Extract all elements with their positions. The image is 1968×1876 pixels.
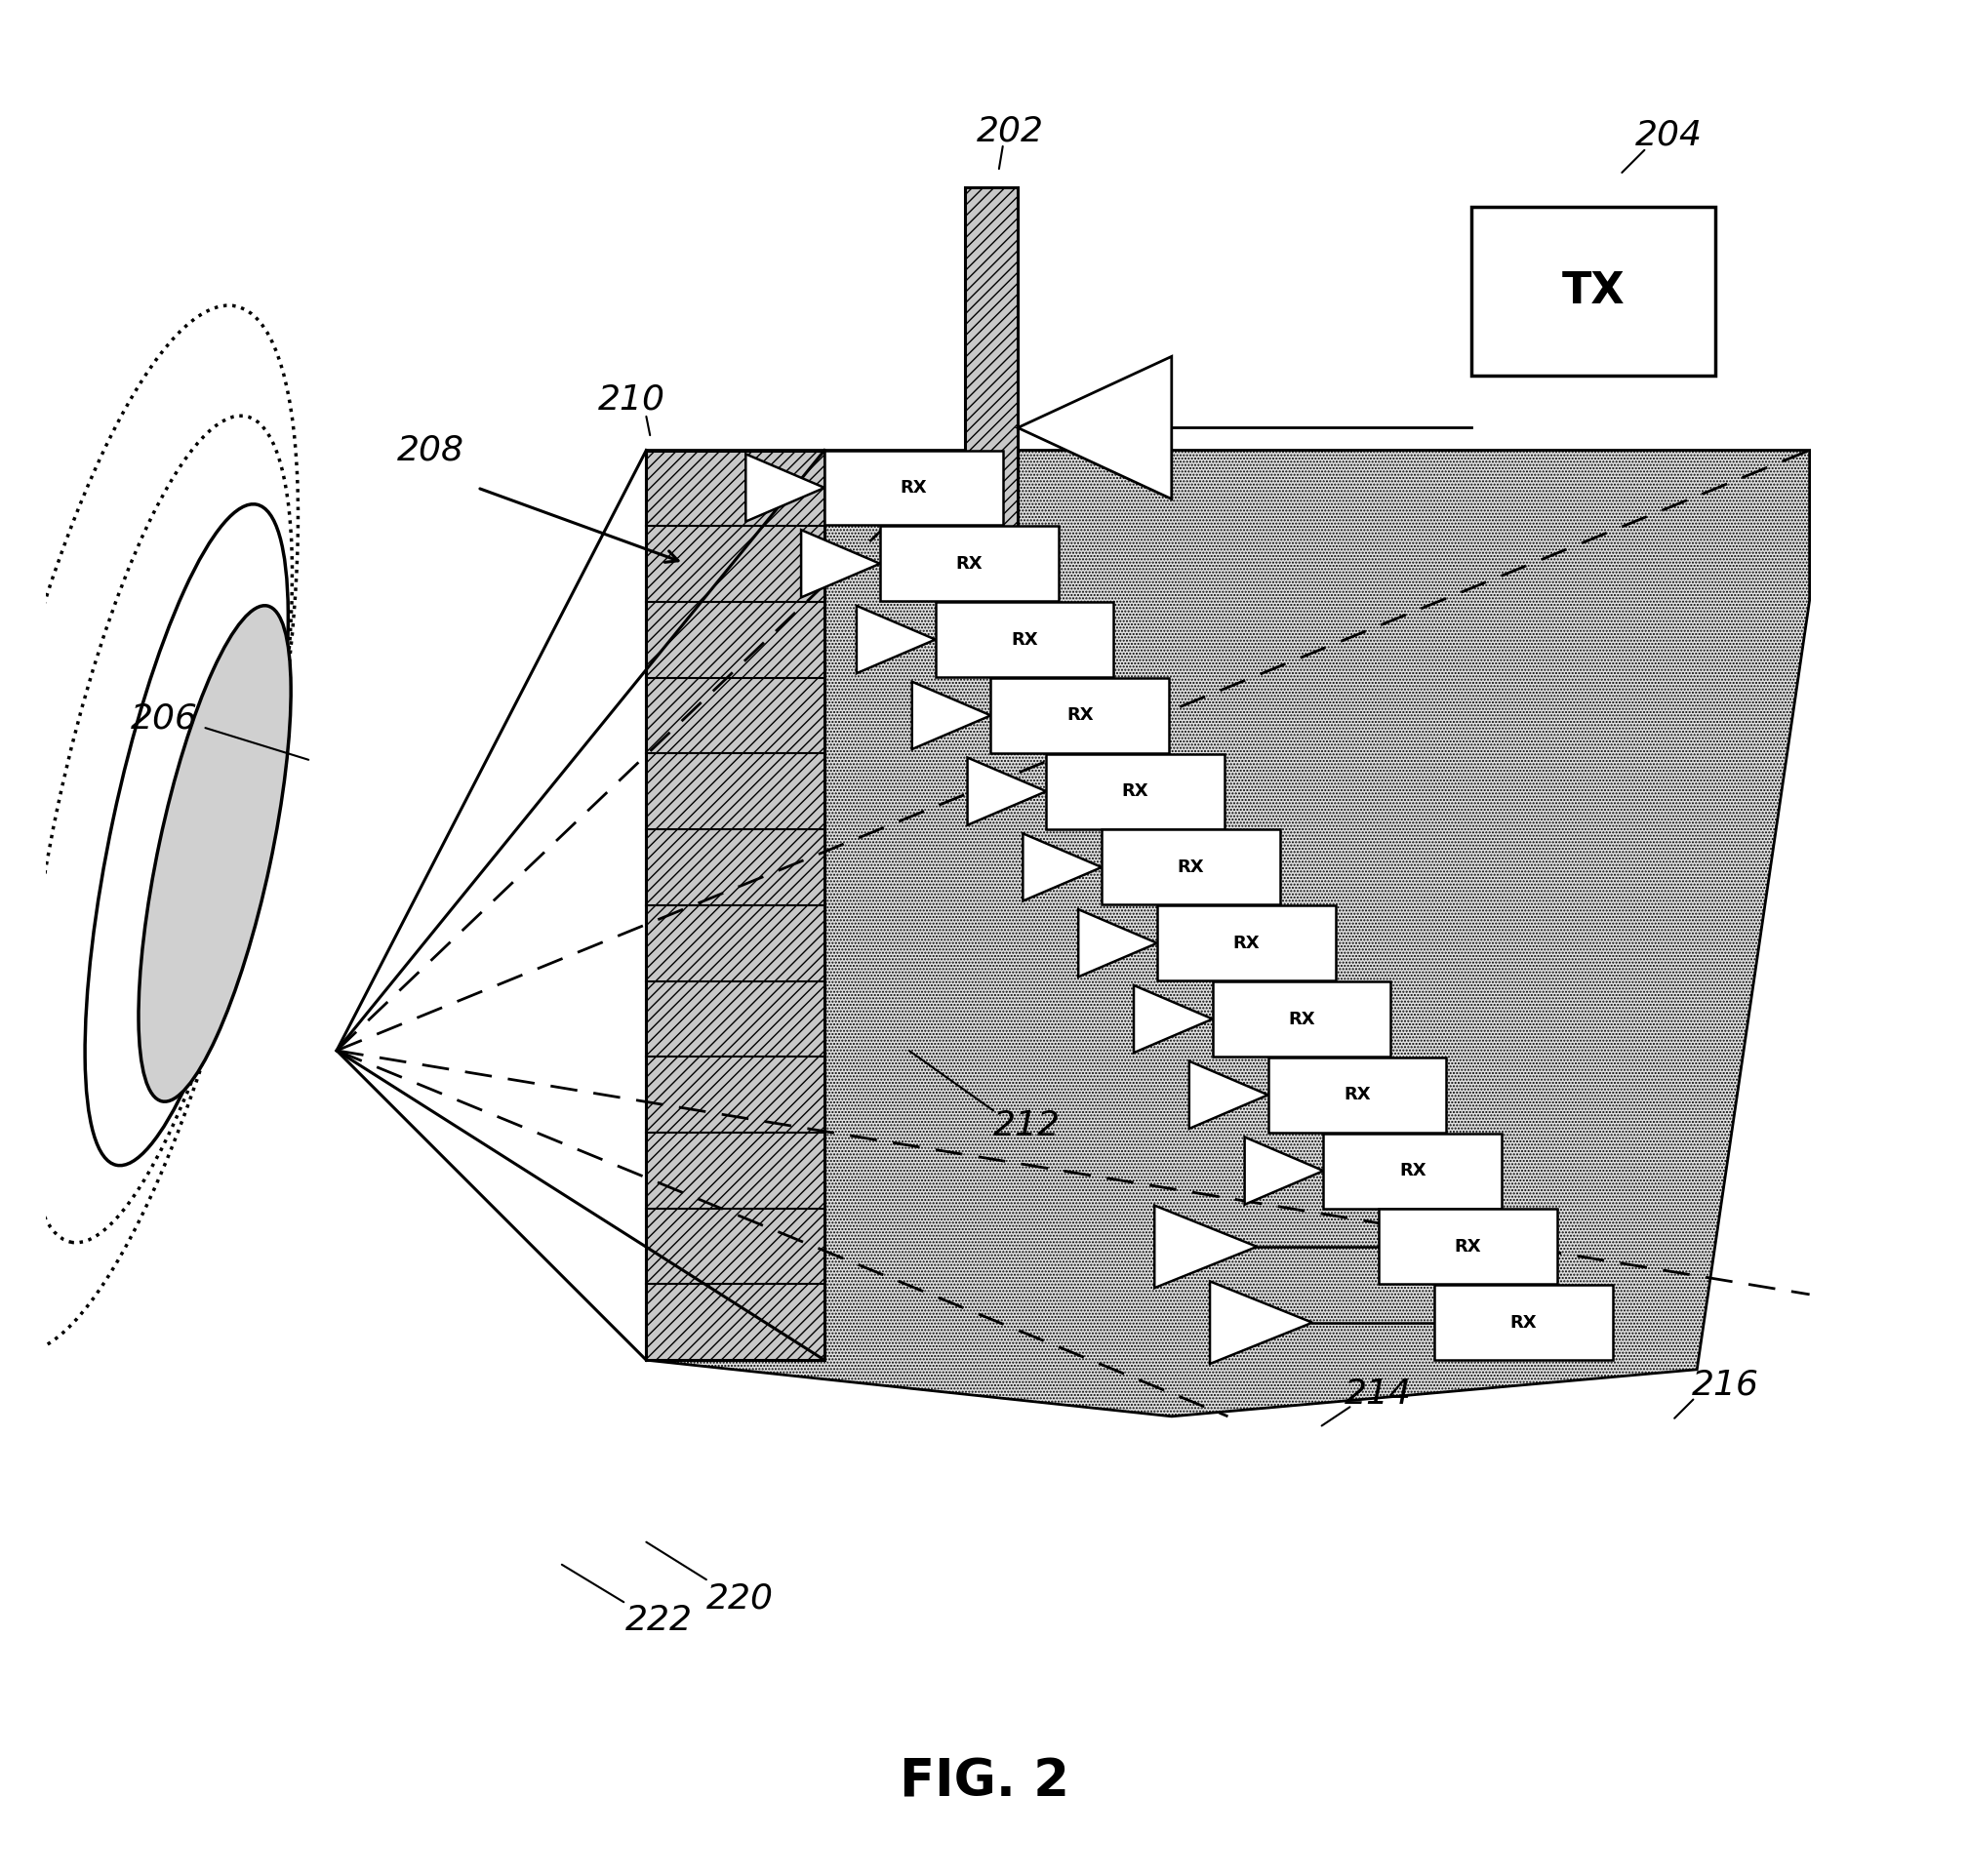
Text: 220: 220 [707, 1581, 773, 1615]
FancyBboxPatch shape [1102, 829, 1279, 904]
Text: RX: RX [899, 478, 927, 497]
Polygon shape [646, 450, 825, 1360]
Text: 204: 204 [1635, 118, 1702, 152]
Polygon shape [1078, 910, 1157, 977]
Polygon shape [911, 681, 990, 749]
Polygon shape [1134, 985, 1212, 1052]
Text: TX: TX [1563, 270, 1626, 311]
FancyBboxPatch shape [1435, 1285, 1612, 1360]
Text: RX: RX [1012, 630, 1037, 649]
Text: 212: 212 [994, 1109, 1061, 1142]
Polygon shape [1189, 1062, 1267, 1129]
Text: 206: 206 [130, 702, 197, 735]
Text: 222: 222 [626, 1604, 693, 1638]
FancyBboxPatch shape [1267, 1058, 1446, 1133]
Text: RX: RX [1509, 1313, 1537, 1332]
Polygon shape [964, 188, 1017, 675]
FancyBboxPatch shape [880, 525, 1059, 600]
Polygon shape [968, 758, 1047, 825]
Text: RX: RX [1399, 1161, 1427, 1180]
Polygon shape [1244, 1137, 1322, 1204]
Text: 202: 202 [976, 114, 1043, 148]
Text: 214: 214 [1344, 1377, 1411, 1411]
Text: RX: RX [1454, 1238, 1482, 1255]
Polygon shape [1210, 1281, 1313, 1364]
Polygon shape [1023, 833, 1102, 900]
Polygon shape [746, 454, 825, 522]
Ellipse shape [138, 606, 291, 1101]
FancyBboxPatch shape [935, 602, 1114, 677]
Text: RX: RX [1067, 707, 1094, 724]
Text: RX: RX [1232, 934, 1260, 951]
FancyBboxPatch shape [990, 677, 1169, 752]
Text: RX: RX [956, 555, 982, 572]
Text: RX: RX [1177, 859, 1204, 876]
FancyBboxPatch shape [1157, 906, 1336, 981]
Text: RX: RX [1122, 782, 1149, 799]
FancyBboxPatch shape [1322, 1133, 1502, 1208]
Text: 216: 216 [1691, 1368, 1759, 1401]
Text: FIG. 2: FIG. 2 [899, 1756, 1069, 1808]
FancyBboxPatch shape [1380, 1210, 1557, 1285]
FancyBboxPatch shape [1212, 981, 1391, 1056]
Polygon shape [801, 529, 880, 597]
FancyBboxPatch shape [1047, 754, 1224, 829]
Text: 210: 210 [598, 383, 665, 416]
Text: RX: RX [1289, 1011, 1315, 1028]
Text: 208: 208 [398, 433, 464, 467]
Polygon shape [646, 450, 1809, 1416]
Polygon shape [1155, 1206, 1258, 1289]
FancyBboxPatch shape [1472, 206, 1716, 375]
Polygon shape [1017, 356, 1171, 499]
Polygon shape [856, 606, 935, 673]
FancyBboxPatch shape [825, 450, 1004, 525]
Text: RX: RX [1344, 1086, 1370, 1103]
